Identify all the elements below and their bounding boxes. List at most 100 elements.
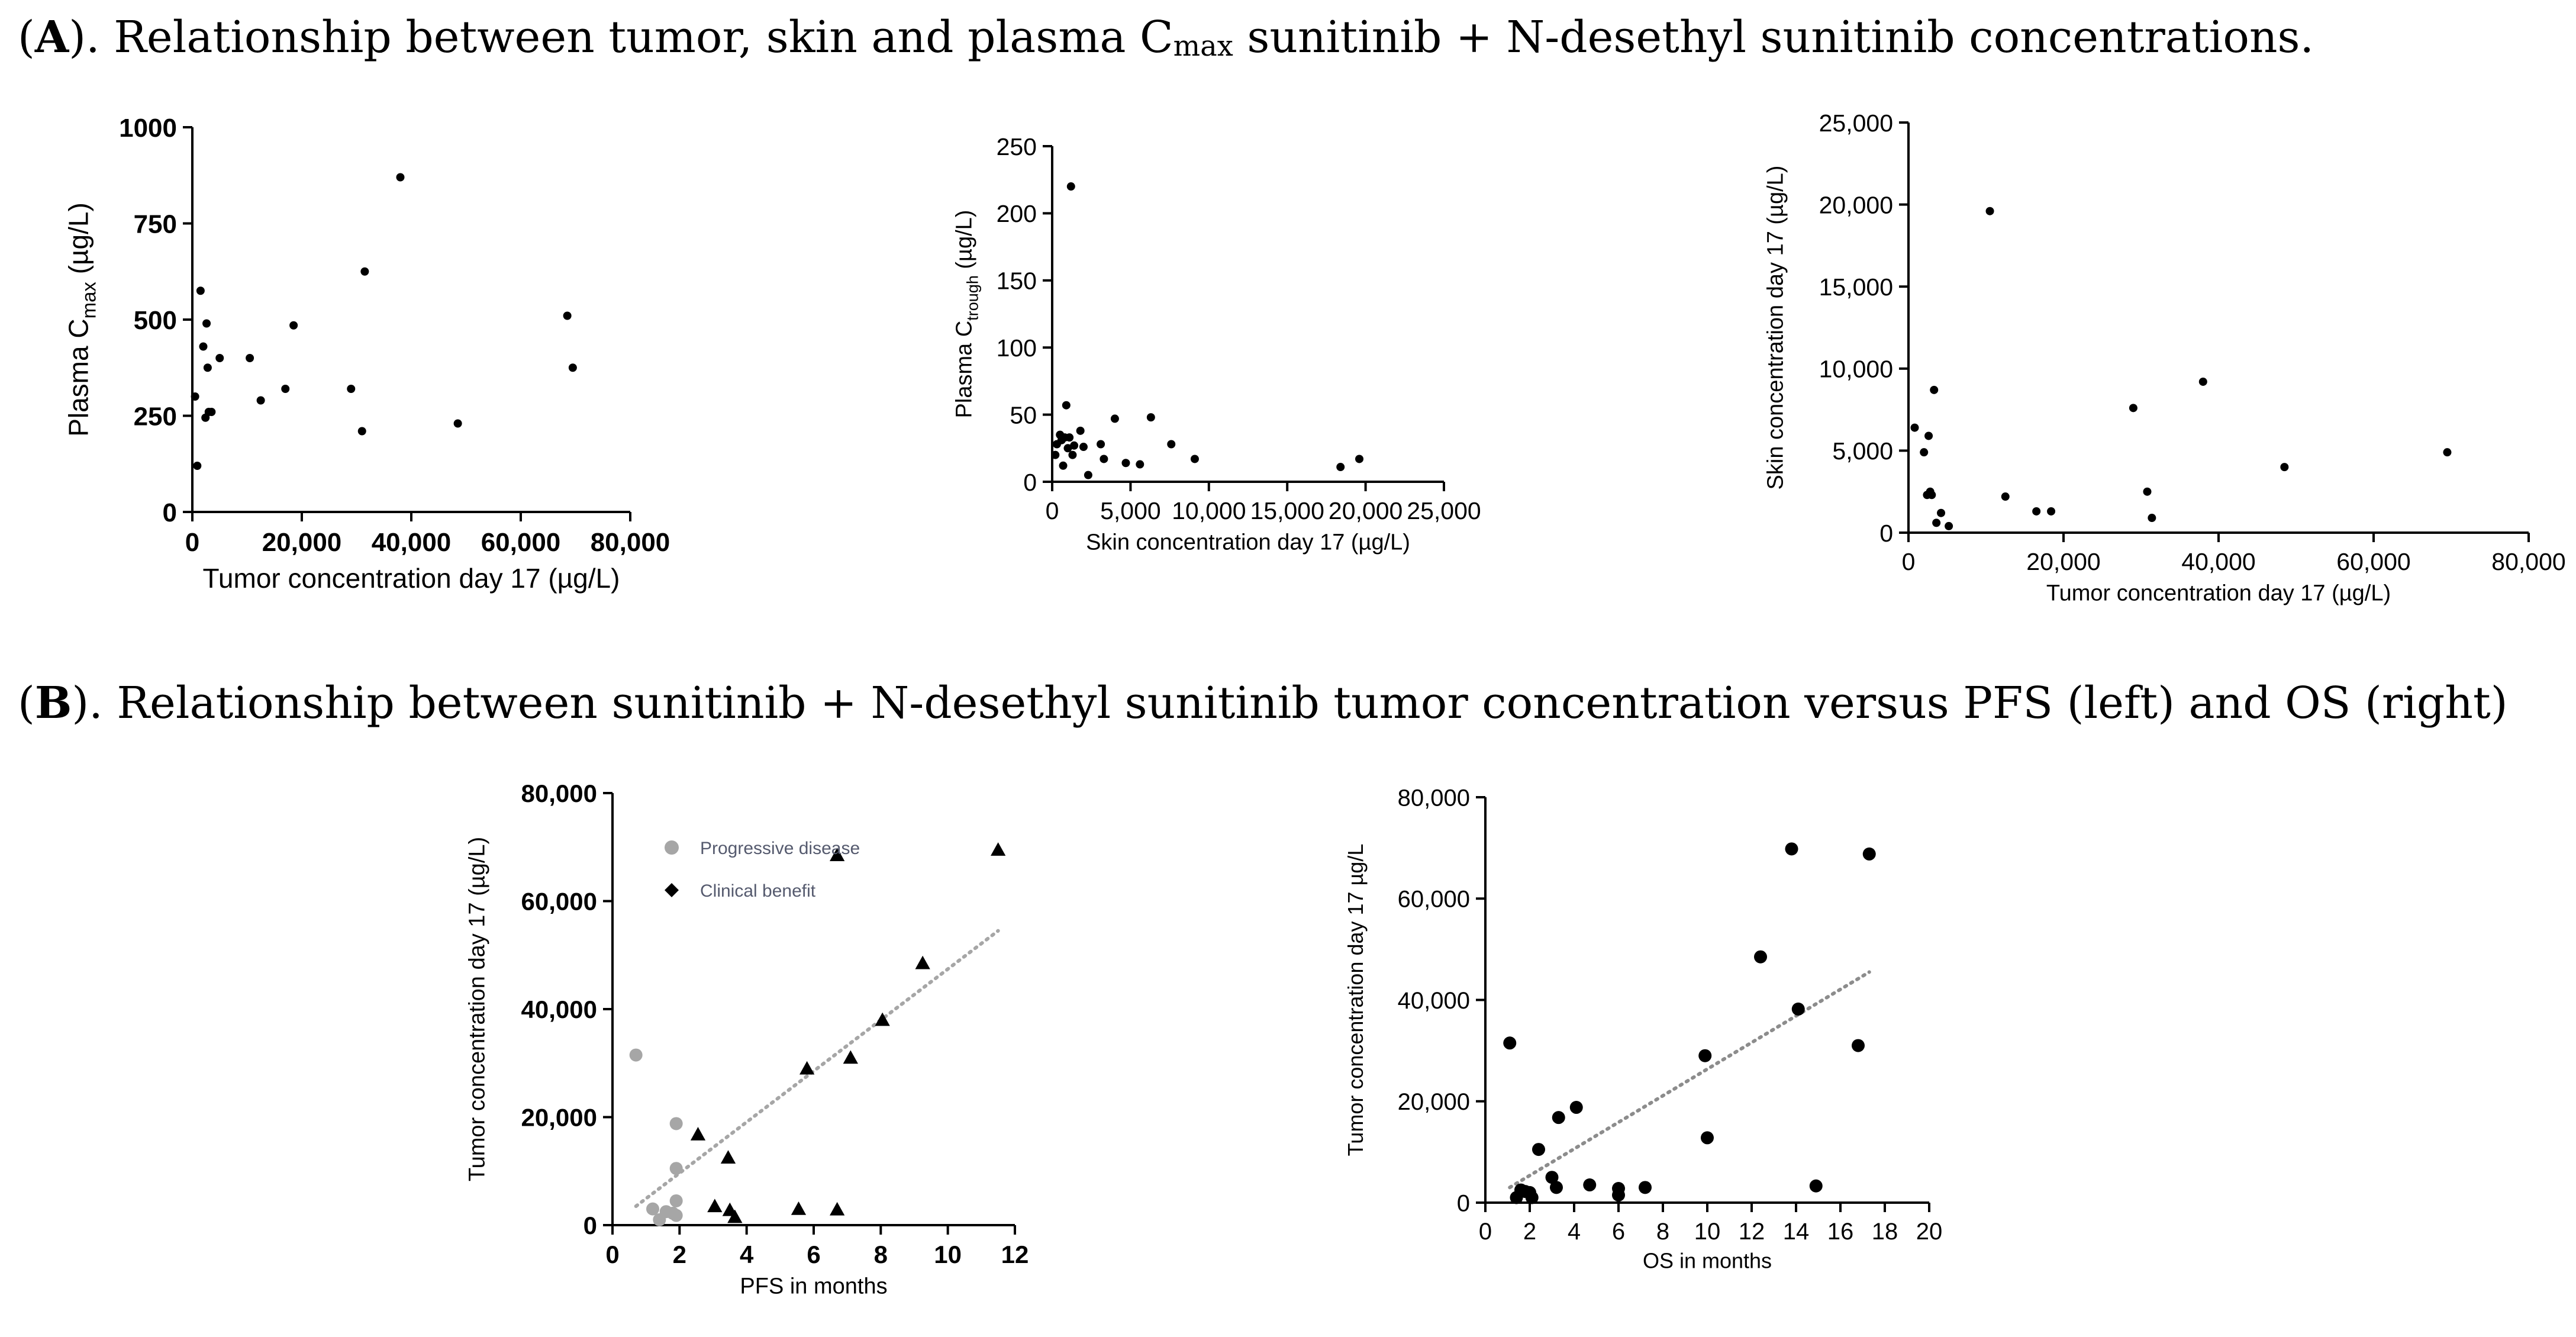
y-tick-label: 0 [1879, 520, 1893, 547]
data-point [357, 427, 366, 436]
y-tick-label: 60,000 [521, 888, 597, 916]
y-tick-label: 1000 [119, 114, 177, 143]
data-point [347, 385, 356, 393]
x-tick-label: 60,000 [481, 528, 561, 557]
data-point [1065, 433, 1074, 442]
legend-marker [665, 883, 679, 897]
x-tick-label: 14 [1783, 1219, 1810, 1245]
x-axis-label: Tumor concentration day 17 (µg/L) [203, 563, 620, 594]
y-tick-label: 500 [134, 306, 177, 335]
x-tick-label: 20,000 [1329, 497, 1403, 524]
x-tick-label: 0 [185, 528, 199, 557]
x-tick-label: 4 [740, 1241, 754, 1268]
x-tick-label: 12 [1001, 1241, 1029, 1268]
data-point [1927, 491, 1936, 500]
data-point [1190, 455, 1199, 463]
data-point [1079, 443, 1088, 452]
data-point [281, 385, 290, 393]
y-axis-label: Plasma Cmax (µg/L) [63, 202, 99, 437]
data-point [1503, 1036, 1517, 1050]
data-point [1084, 471, 1092, 479]
data-point [1701, 1131, 1714, 1145]
y-axis-label: Tumor concentration day 17 µg/L [1343, 844, 1368, 1156]
data-point [1167, 440, 1176, 449]
data-point [453, 419, 462, 428]
chart-plasma-ctrough-vs-skin: 0 5,000 10,000 15,000 20,000 25,000 0 50 100 150 2… [952, 133, 1481, 555]
x-tick-label: 5,000 [1100, 497, 1161, 524]
x-tick-label: 4 [1568, 1219, 1581, 1245]
y-tick-label: 0 [1457, 1190, 1470, 1216]
data-point [1924, 431, 1933, 440]
section-a-heading: (A). Relationship between tumor, skin an… [18, 12, 2314, 63]
legend-label: Progressive disease [700, 839, 860, 858]
x-tick-label: 0 [1046, 497, 1059, 524]
data-point [1545, 1171, 1559, 1184]
chart-plasma-cmax-vs-tumor: 0 20,000 40,000 60,000 80,000 0 250 500 750 1000 T… [63, 114, 670, 594]
y-tick-label: 750 [134, 210, 177, 239]
data-point [830, 848, 845, 862]
data-point [1063, 444, 1072, 453]
data-point [1097, 440, 1105, 449]
data-point [1146, 413, 1155, 422]
y-tick-label: 100 [997, 334, 1037, 362]
x-axis-label: Skin concentration day 17 (µg/L) [1086, 530, 1410, 555]
x-tick-label: 6 [807, 1241, 820, 1268]
data-point [1532, 1143, 1545, 1156]
x-tick-label: 80,000 [2491, 548, 2565, 575]
data-point [2143, 487, 2152, 496]
data-point [1852, 1039, 1865, 1052]
x-tick-label: 12 [1739, 1219, 1765, 1245]
data-point [1355, 455, 1364, 463]
data-point [191, 392, 199, 401]
data-point [1754, 950, 1767, 964]
x-tick-label: 60,000 [2336, 548, 2410, 575]
data-point [568, 363, 577, 372]
data-point [1121, 459, 1130, 468]
data-point [991, 842, 1006, 856]
section-b-letter: B [34, 678, 72, 729]
data-point [2443, 448, 2452, 457]
chart-tumor-vs-os: 0 2 4 6 8 10 12 14 16 18 20 0 20,000 40,000 60,000 80,0… [1343, 785, 1943, 1272]
y-tick-label: 0 [583, 1212, 597, 1239]
data-point [646, 1202, 659, 1216]
x-tick-label: 25,000 [1407, 497, 1481, 524]
y-tick-label: 20,000 [1398, 1089, 1470, 1115]
x-tick-label: 20 [1916, 1219, 1943, 1245]
data-point [1070, 441, 1079, 450]
data-point [246, 354, 254, 362]
data-point [193, 462, 202, 470]
data-point [1552, 1111, 1565, 1125]
trendline [1508, 970, 1871, 1190]
data-point [1076, 426, 1085, 435]
data-point [1136, 460, 1144, 469]
x-tick-label: 40,000 [2181, 548, 2255, 575]
y-axis-label: Plasma Ctrough (µg/L) [952, 210, 982, 418]
data-point [720, 1150, 736, 1164]
data-point [1698, 1049, 1712, 1062]
y-tick-label: 25,000 [1819, 109, 1893, 137]
x-tick-label: 80,000 [591, 528, 670, 557]
data-point [875, 1012, 890, 1026]
y-tick-label: 20,000 [1819, 191, 1893, 218]
chart-skin-vs-tumor: 0 20,000 40,000 60,000 80,000 0 5,000 10,000 15,… [1763, 109, 2565, 606]
data-point [1110, 414, 1119, 423]
x-tick-label: 40,000 [372, 528, 452, 557]
data-point [199, 342, 208, 351]
data-point [215, 354, 224, 362]
data-point [791, 1201, 807, 1215]
data-point [1569, 1101, 1583, 1114]
data-point [2129, 404, 2137, 413]
data-point [207, 408, 216, 416]
data-point [669, 1194, 683, 1207]
y-axis-label: Skin concentration day 17 (µg/L) [1763, 166, 1788, 490]
x-tick-label: 6 [1612, 1219, 1625, 1245]
data-point [2032, 507, 2041, 516]
section-a-letter: A [34, 12, 69, 63]
data-point [1639, 1181, 1652, 1194]
y-tick-label: 50 [1010, 401, 1037, 429]
data-point [1100, 455, 1108, 463]
data-point [690, 1127, 706, 1141]
data-point [2047, 507, 2056, 516]
y-tick-label: 40,000 [521, 995, 597, 1023]
data-point [1066, 182, 1075, 191]
